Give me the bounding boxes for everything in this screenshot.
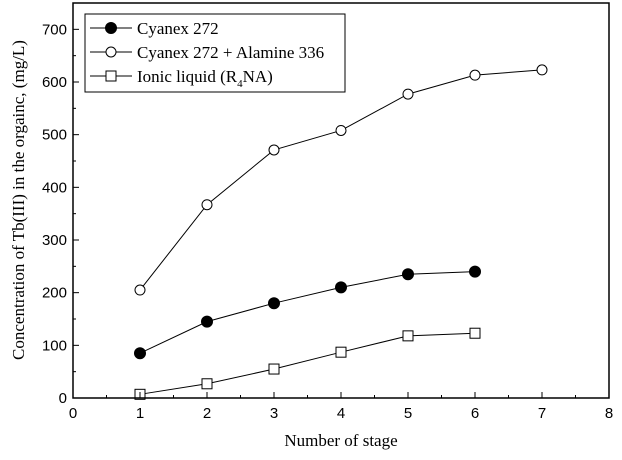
series-line xyxy=(139,271,476,354)
x-tick-label: 7 xyxy=(538,405,546,422)
y-tick-label: 500 xyxy=(42,127,67,144)
data-point xyxy=(268,144,280,156)
legend-label: Ionic liquid (R4NA) xyxy=(137,67,273,90)
series-1 xyxy=(134,64,548,296)
data-point xyxy=(201,378,213,390)
data-point xyxy=(134,347,146,360)
data-point xyxy=(134,284,146,296)
x-tick-label: 8 xyxy=(605,405,613,422)
y-tick-label: 0 xyxy=(59,390,67,407)
legend-marker xyxy=(105,70,117,82)
data-point xyxy=(201,199,213,211)
data-point xyxy=(268,297,280,310)
axis-ticks: 0 1 2 3 4 5 6 7 8 0 100 200 300 400 500 600 700 xyxy=(42,2,613,422)
data-point xyxy=(268,363,280,375)
legend-item: Cyanex 272 + Alamine 336 xyxy=(90,43,324,62)
data-point xyxy=(335,346,347,358)
x-tick-label: 6 xyxy=(471,405,479,422)
data-point xyxy=(536,64,548,76)
legend-marker xyxy=(105,22,117,34)
x-tick-label: 3 xyxy=(270,405,278,422)
series-line xyxy=(139,332,476,395)
x-tick-label: 2 xyxy=(203,405,211,422)
x-tick-label: 0 xyxy=(69,405,77,422)
y-tick-label: 200 xyxy=(42,285,67,302)
series-line xyxy=(139,69,543,291)
y-tick-label: 300 xyxy=(42,232,67,249)
data-point xyxy=(402,268,414,281)
series-0 xyxy=(134,265,481,360)
data-point xyxy=(201,315,213,328)
data-point xyxy=(402,88,414,100)
legend-marker xyxy=(105,46,117,58)
y-axis-label: Concentration of Tb(III) in the orgainc,… xyxy=(9,40,28,360)
x-tick-label: 1 xyxy=(136,405,144,422)
data-point xyxy=(469,327,481,339)
data-point xyxy=(335,281,347,294)
legend-label: Cyanex 272 xyxy=(137,19,219,38)
plot-marks xyxy=(134,64,548,400)
legend-item: Cyanex 272 xyxy=(90,19,219,38)
y-tick-label: 100 xyxy=(42,337,67,354)
y-tick-label: 600 xyxy=(42,74,67,91)
legend-box xyxy=(84,13,346,93)
data-point xyxy=(469,265,481,278)
legend: Cyanex 272 Cyanex 272 + Alamine 336 Ionic … xyxy=(84,13,346,93)
x-tick-label: 4 xyxy=(337,405,345,422)
y-tick-label: 700 xyxy=(42,21,67,38)
series-2 xyxy=(134,327,481,400)
data-point xyxy=(402,330,414,342)
x-tick-label: 5 xyxy=(404,405,412,422)
data-point xyxy=(469,69,481,81)
y-tick-label: 400 xyxy=(42,179,67,196)
legend-item: Ionic liquid (R4NA) xyxy=(90,67,273,90)
legend-label: Cyanex 272 + Alamine 336 xyxy=(137,43,324,62)
data-point xyxy=(335,124,347,136)
x-axis-label: Number of stage xyxy=(284,431,397,450)
